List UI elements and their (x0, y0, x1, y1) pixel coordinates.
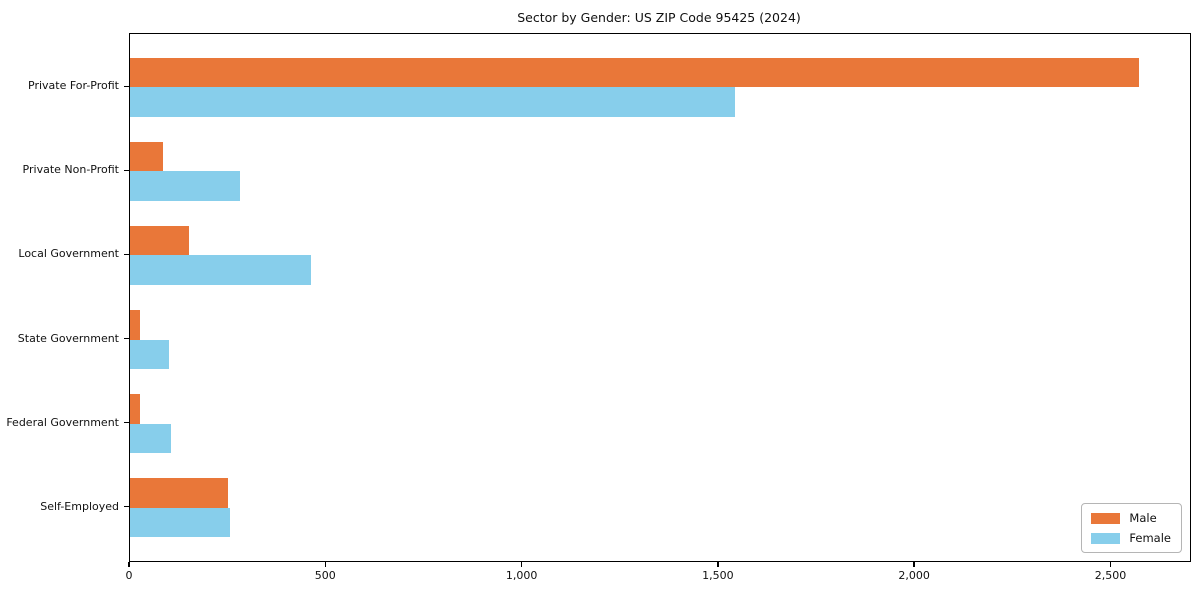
bar-female-self-employed (130, 507, 231, 538)
x-tick-label-2-500: 2,500 (1094, 569, 1127, 582)
legend: Male Female (1081, 503, 1182, 553)
legend-label-male: Male (1129, 511, 1157, 525)
x-tick-mark (913, 562, 915, 567)
bar-male-self-employed (130, 478, 229, 508)
y-tick-mark (124, 253, 129, 256)
y-tick-label-state-government: State Government (17, 331, 119, 345)
x-tick-label-0: 0 (125, 569, 133, 582)
legend-row-female: Female (1091, 531, 1171, 545)
bar-male-local-government (130, 226, 189, 256)
x-tick-mark (520, 562, 523, 567)
x-tick-label-2-000: 2,000 (898, 569, 930, 582)
x-tick-label-1-000: 1,000 (505, 569, 538, 582)
bar-male-private-for-profit (130, 57, 1139, 88)
x-tick-mark (324, 562, 327, 567)
x-tick-mark (1109, 562, 1112, 567)
y-tick-mark (124, 337, 129, 340)
y-tick-mark (124, 505, 129, 508)
y-tick-label-local-government: Local Government (18, 247, 119, 261)
chart-title: Sector by Gender: US ZIP Code 95425 (202… (517, 10, 801, 25)
bar-male-private-non-profit (130, 142, 164, 172)
bar-female-local-government (130, 255, 311, 285)
y-tick-label-private-for-profit: Private For-Profit (28, 79, 119, 93)
bar-female-state-government (130, 339, 170, 369)
bar-female-federal-government (130, 423, 172, 453)
y-tick-mark (124, 85, 129, 88)
legend-label-female: Female (1129, 531, 1171, 545)
bar-female-private-non-profit (130, 171, 240, 201)
x-tick-label-500: 500 (314, 569, 336, 582)
legend-row-male: Male (1091, 511, 1171, 525)
plot-area: Male Female (129, 33, 1191, 562)
legend-swatch-male (1091, 512, 1121, 524)
x-tick-label-1-500: 1,500 (702, 569, 734, 582)
y-tick-label-private-non-profit: Private Non-Profit (22, 163, 119, 177)
bar-female-private-for-profit (130, 87, 735, 117)
bar-male-state-government (130, 310, 140, 340)
legend-swatch-female (1091, 532, 1121, 544)
y-tick-label-self-employed: Self-Employed (40, 499, 119, 513)
y-tick-label-federal-government: Federal Government (6, 415, 119, 429)
x-tick-mark (717, 562, 719, 567)
x-tick-mark (128, 562, 130, 567)
bar-male-federal-government (130, 394, 140, 424)
y-tick-mark (124, 421, 129, 424)
y-tick-mark (124, 169, 129, 172)
